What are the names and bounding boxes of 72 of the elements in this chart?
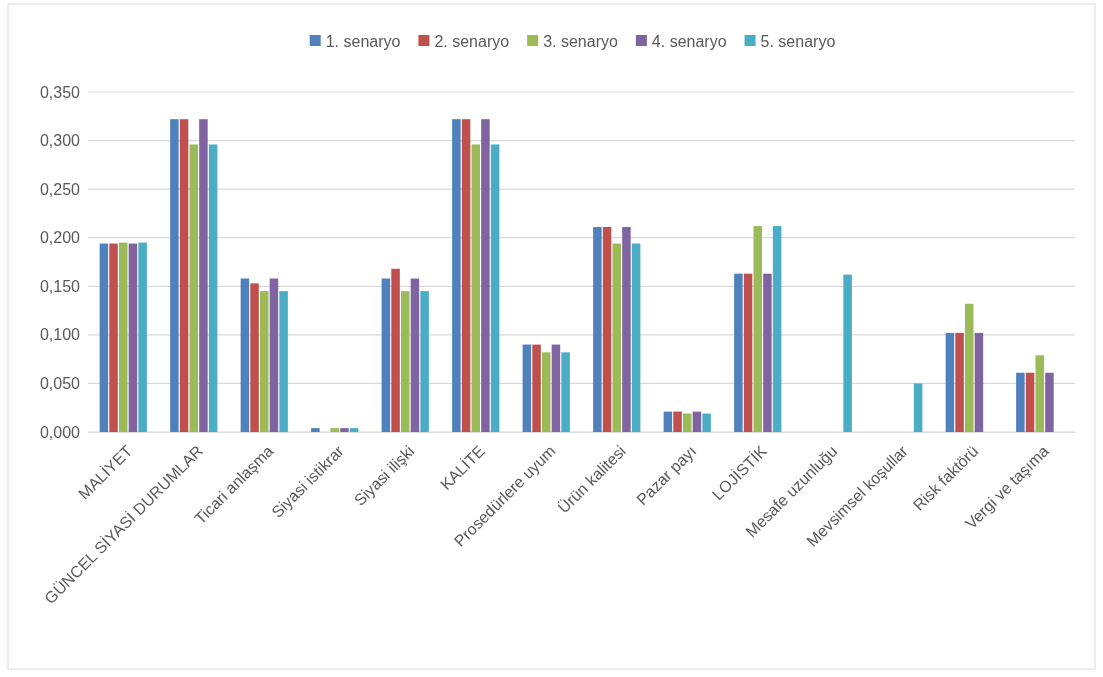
y-tick-label: 0,000 [39,423,81,441]
bar [461,119,471,432]
bar [330,428,340,432]
bar [189,144,199,432]
legend-label: 3. senaryo [543,32,618,50]
bar [593,227,602,432]
bar [250,283,259,432]
bar [743,273,753,432]
bar [269,278,279,432]
bar [945,332,955,432]
bar [974,332,984,432]
bar [955,332,964,432]
bar [138,242,147,432]
bar [240,278,250,432]
bar [602,227,612,432]
bar [340,428,349,432]
bar [692,411,702,432]
bar [1025,372,1035,432]
bar [381,278,391,432]
bar [400,291,410,432]
bar [753,226,763,432]
bar [410,278,420,432]
bar [199,119,208,432]
bar [673,411,682,432]
bar [964,303,974,432]
bar [734,273,743,432]
legend-label: 2. senaryo [434,32,510,50]
legend-label: 4. senaryo [651,32,727,50]
y-tick-label: 0,050 [39,375,81,393]
bar [1045,372,1054,432]
bar [843,274,852,432]
y-tick-label: 0,100 [39,326,81,344]
y-tick-label: 0,350 [39,83,81,101]
bar [663,411,673,432]
bar [612,243,622,432]
bar [481,119,490,432]
bar [490,144,500,432]
bar [541,352,551,432]
bar [179,119,189,432]
y-tick-label: 0,300 [39,132,81,150]
bar [128,243,138,432]
y-tick-label: 0,250 [39,180,81,198]
bar [452,119,461,432]
bar [763,273,772,432]
bar [391,268,400,432]
bar [311,428,320,432]
bar [561,352,570,432]
bar [1035,355,1045,432]
bar [349,428,359,432]
bar [631,243,641,432]
bar [471,144,481,432]
bar [99,243,109,432]
y-tick-label: 0,200 [39,229,81,247]
bar [420,291,429,432]
bar [118,242,128,432]
bar [109,243,118,432]
bar [532,344,541,432]
bar [551,344,561,432]
bar [170,119,179,432]
bar [259,291,269,432]
bar [913,383,923,432]
bar [522,344,532,432]
bar [622,227,631,432]
bar [1016,372,1025,432]
bar [208,144,218,432]
bar [702,413,711,432]
legend-label: 5. senaryo [760,32,836,50]
y-tick-label: 0,150 [39,277,81,295]
bar [682,413,692,432]
bar [772,226,782,432]
legend-label: 1. senaryo [325,32,401,50]
bar [279,291,288,432]
